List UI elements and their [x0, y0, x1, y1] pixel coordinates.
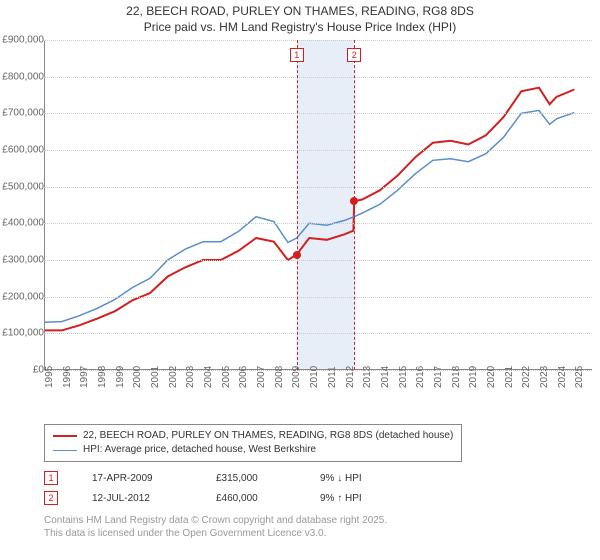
legend-swatch-hpi	[53, 450, 77, 451]
x-tick-label: 2020	[486, 366, 497, 388]
gridline	[44, 260, 592, 261]
attribution-line-1: Contains HM Land Registry data © Crown c…	[44, 514, 387, 527]
y-tick-label: £900,000	[2, 35, 44, 46]
sale-date: 12-JUL-2012	[92, 493, 182, 504]
x-tick-label: 2014	[380, 366, 391, 388]
sale-price: £315,000	[216, 473, 286, 484]
x-tick-label: 2001	[150, 366, 161, 388]
x-tick-label: 2010	[309, 366, 320, 388]
title-line-1: 22, BEECH ROAD, PURLEY ON THAMES, READIN…	[0, 4, 600, 20]
plot-area: 12	[44, 40, 592, 370]
x-tick-label: 2024	[557, 366, 568, 388]
sale-marker-badge: 2	[347, 48, 361, 62]
x-tick-label: 2012	[345, 366, 356, 388]
gridline	[44, 113, 592, 114]
sale-row-badge: 2	[44, 491, 58, 505]
sale-marker-line	[297, 40, 298, 370]
sale-price: £460,000	[216, 493, 286, 504]
y-tick-label: £600,000	[2, 145, 44, 156]
x-tick-label: 2004	[203, 366, 214, 388]
gridline	[44, 150, 592, 151]
legend-item-hpi: HPI: Average price, detached house, West…	[53, 443, 453, 457]
legend-item-property: 22, BEECH ROAD, PURLEY ON THAMES, READIN…	[53, 429, 453, 443]
x-tick-label: 1996	[62, 366, 73, 388]
y-tick-label: £100,000	[2, 328, 44, 339]
x-tick-label: 2011	[327, 366, 338, 388]
sales-table: 1 17-APR-2009 £315,000 9% ↓ HPI 2 12-JUL-2012…	[44, 468, 400, 508]
gridline	[44, 333, 592, 334]
x-tick-label: 2003	[185, 366, 196, 388]
attribution-line-2: This data is licensed under the Open Gov…	[44, 527, 387, 540]
y-tick-label: £700,000	[2, 108, 44, 119]
chart-area: 12 £0£100,000£200,000£300,000£400,000£50…	[0, 40, 600, 410]
series-lines	[44, 40, 592, 370]
legend-label-property: 22, BEECH ROAD, PURLEY ON THAMES, READIN…	[83, 429, 453, 443]
sale-marker-badge: 1	[290, 48, 304, 62]
attribution: Contains HM Land Registry data © Crown c…	[44, 514, 387, 540]
x-tick-label: 2017	[433, 366, 444, 388]
gridline	[44, 297, 592, 298]
x-tick-label: 2009	[291, 366, 302, 388]
x-tick-label: 2022	[521, 366, 532, 388]
x-tick-label: 2018	[451, 366, 462, 388]
x-tick-label: 2025	[574, 366, 585, 388]
sale-row: 2 12-JUL-2012 £460,000 9% ↑ HPI	[44, 488, 400, 508]
sale-dot	[293, 251, 301, 259]
legend: 22, BEECH ROAD, PURLEY ON THAMES, READIN…	[44, 424, 462, 462]
x-tick-label: 2023	[539, 366, 550, 388]
sale-row-badge: 1	[44, 471, 58, 485]
y-tick-label: £200,000	[2, 291, 44, 302]
x-tick-label: 1995	[44, 366, 55, 388]
x-tick-label: 2000	[132, 366, 143, 388]
y-tick-label: £800,000	[2, 71, 44, 82]
x-tick-label: 1999	[115, 366, 126, 388]
sale-date: 17-APR-2009	[92, 473, 182, 484]
x-tick-label: 2002	[168, 366, 179, 388]
y-axis-line	[44, 40, 45, 370]
sale-hpi-delta: 9% ↓ HPI	[320, 473, 400, 484]
chart-title-block: 22, BEECH ROAD, PURLEY ON THAMES, READIN…	[0, 0, 600, 37]
gridline	[44, 223, 592, 224]
sale-dot	[350, 197, 358, 205]
x-tick-label: 2021	[504, 366, 515, 388]
legend-swatch-property	[53, 435, 77, 437]
x-tick-label: 2015	[398, 366, 409, 388]
x-tick-label: 2007	[256, 366, 267, 388]
gridline	[44, 187, 592, 188]
x-tick-label: 2006	[238, 366, 249, 388]
y-tick-label: £0	[33, 365, 44, 376]
gridline	[44, 77, 592, 78]
x-tick-label: 1997	[79, 366, 90, 388]
sale-row: 1 17-APR-2009 £315,000 9% ↓ HPI	[44, 468, 400, 488]
x-tick-label: 2005	[221, 366, 232, 388]
series-line-hpi	[44, 110, 574, 322]
legend-label-hpi: HPI: Average price, detached house, West…	[83, 443, 316, 457]
x-tick-label: 2008	[274, 366, 285, 388]
y-tick-label: £300,000	[2, 255, 44, 266]
x-tick-label: 1998	[97, 366, 108, 388]
gridline	[44, 40, 592, 41]
title-line-2: Price paid vs. HM Land Registry's House …	[0, 20, 600, 36]
x-tick-label: 2013	[362, 366, 373, 388]
x-tick-label: 2019	[468, 366, 479, 388]
y-tick-label: £500,000	[2, 181, 44, 192]
y-tick-label: £400,000	[2, 218, 44, 229]
sale-hpi-delta: 9% ↑ HPI	[320, 493, 400, 504]
x-tick-label: 2016	[415, 366, 426, 388]
